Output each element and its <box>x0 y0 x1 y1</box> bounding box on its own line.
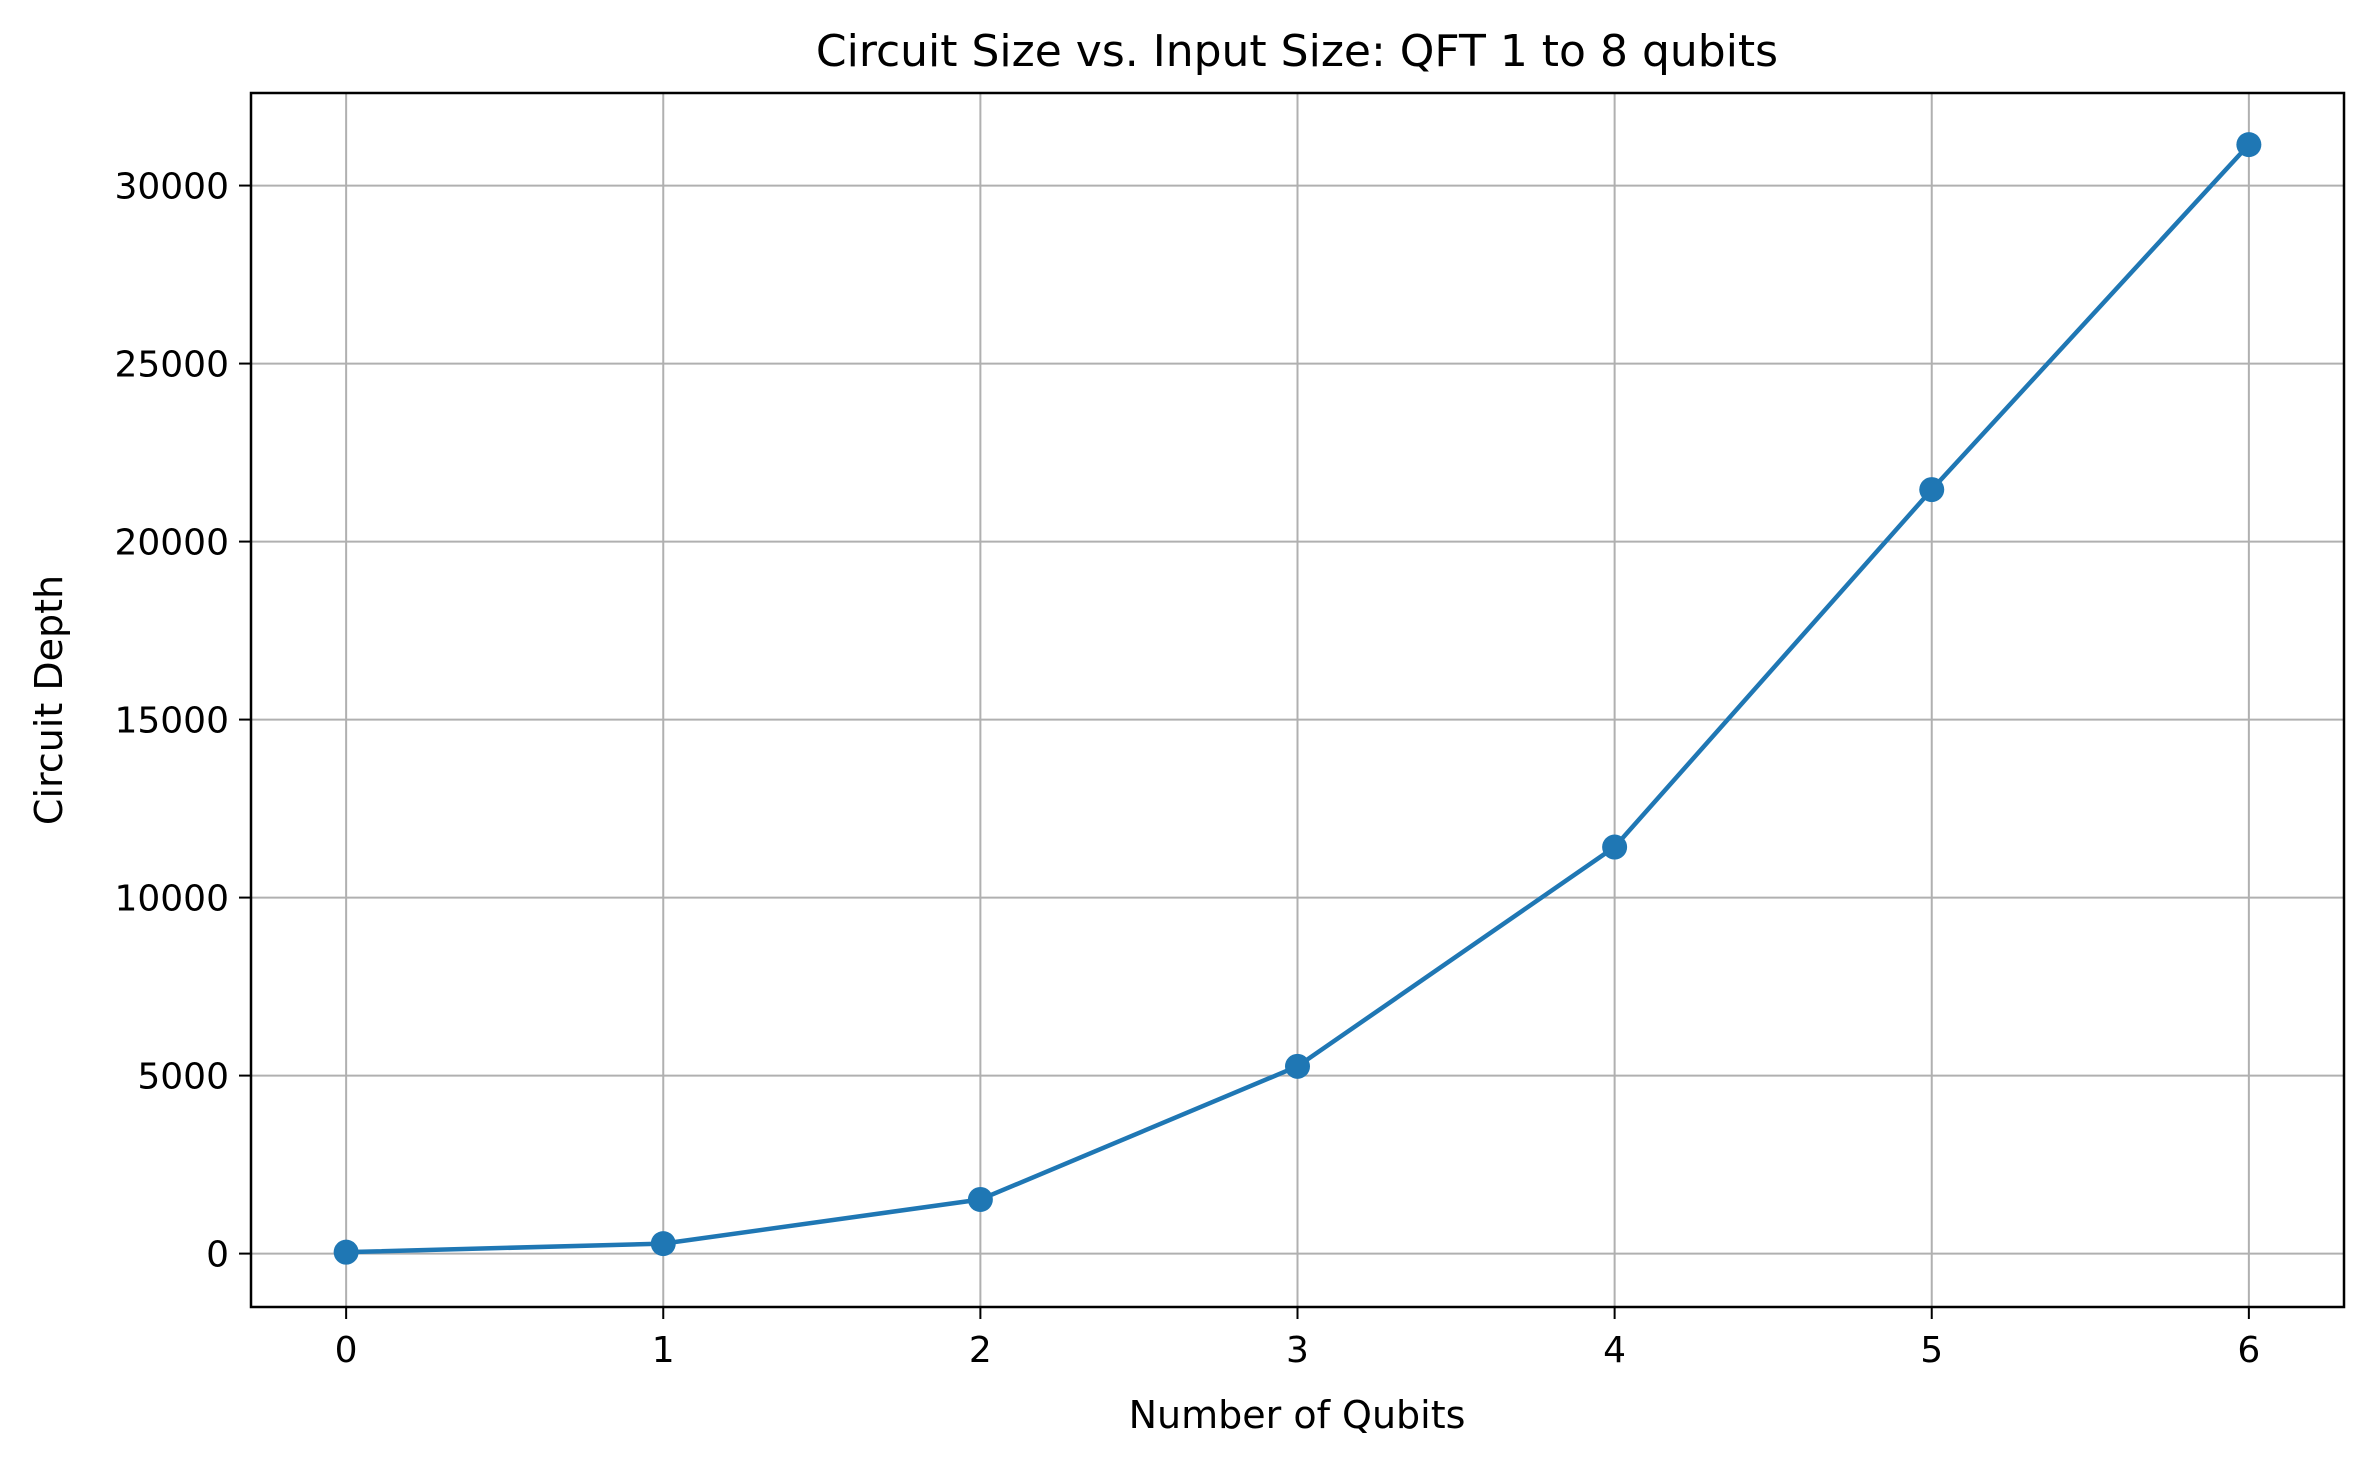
grid-layer <box>251 93 2344 1307</box>
plot-frame <box>249 91 2346 1309</box>
x-axis-label: Number of Qubits <box>1129 1393 1466 1437</box>
data-point <box>1285 1053 1310 1079</box>
x-tick-label: 1 <box>652 1330 675 1371</box>
y-tick-label: 20000 <box>114 523 229 564</box>
x-tick-label: 2 <box>969 1330 992 1371</box>
data-point <box>1919 477 1945 503</box>
y-tick-label: 30000 <box>114 167 229 208</box>
x-tick-label: 6 <box>2237 1330 2260 1371</box>
series-layer <box>333 132 2262 1265</box>
x-tick-label: 4 <box>1603 1330 1626 1371</box>
y-axis-label: Circuit Depth <box>27 575 71 825</box>
x-tick-label: 3 <box>1286 1330 1309 1371</box>
x-tick-label: 0 <box>335 1330 358 1371</box>
data-point <box>2236 132 2262 158</box>
tick-layer: 0 1 2 3 4 5 6 0 5000 10000 15000 20000 25000 30000 <box>114 167 2260 1371</box>
data-point <box>967 1186 993 1212</box>
x-tick-label: 5 <box>1920 1330 1943 1371</box>
chart-title: Circuit Size vs. Input Size: QFT 1 to 8 … <box>816 26 1778 77</box>
y-tick-label: 15000 <box>114 701 229 742</box>
data-point <box>333 1239 359 1265</box>
y-tick-label: 5000 <box>137 1057 229 1098</box>
y-tick-label: 25000 <box>114 345 229 386</box>
data-point <box>1602 834 1628 860</box>
y-tick-label: 0 <box>206 1235 229 1276</box>
y-tick-label: 10000 <box>114 879 229 920</box>
data-point <box>650 1231 676 1257</box>
